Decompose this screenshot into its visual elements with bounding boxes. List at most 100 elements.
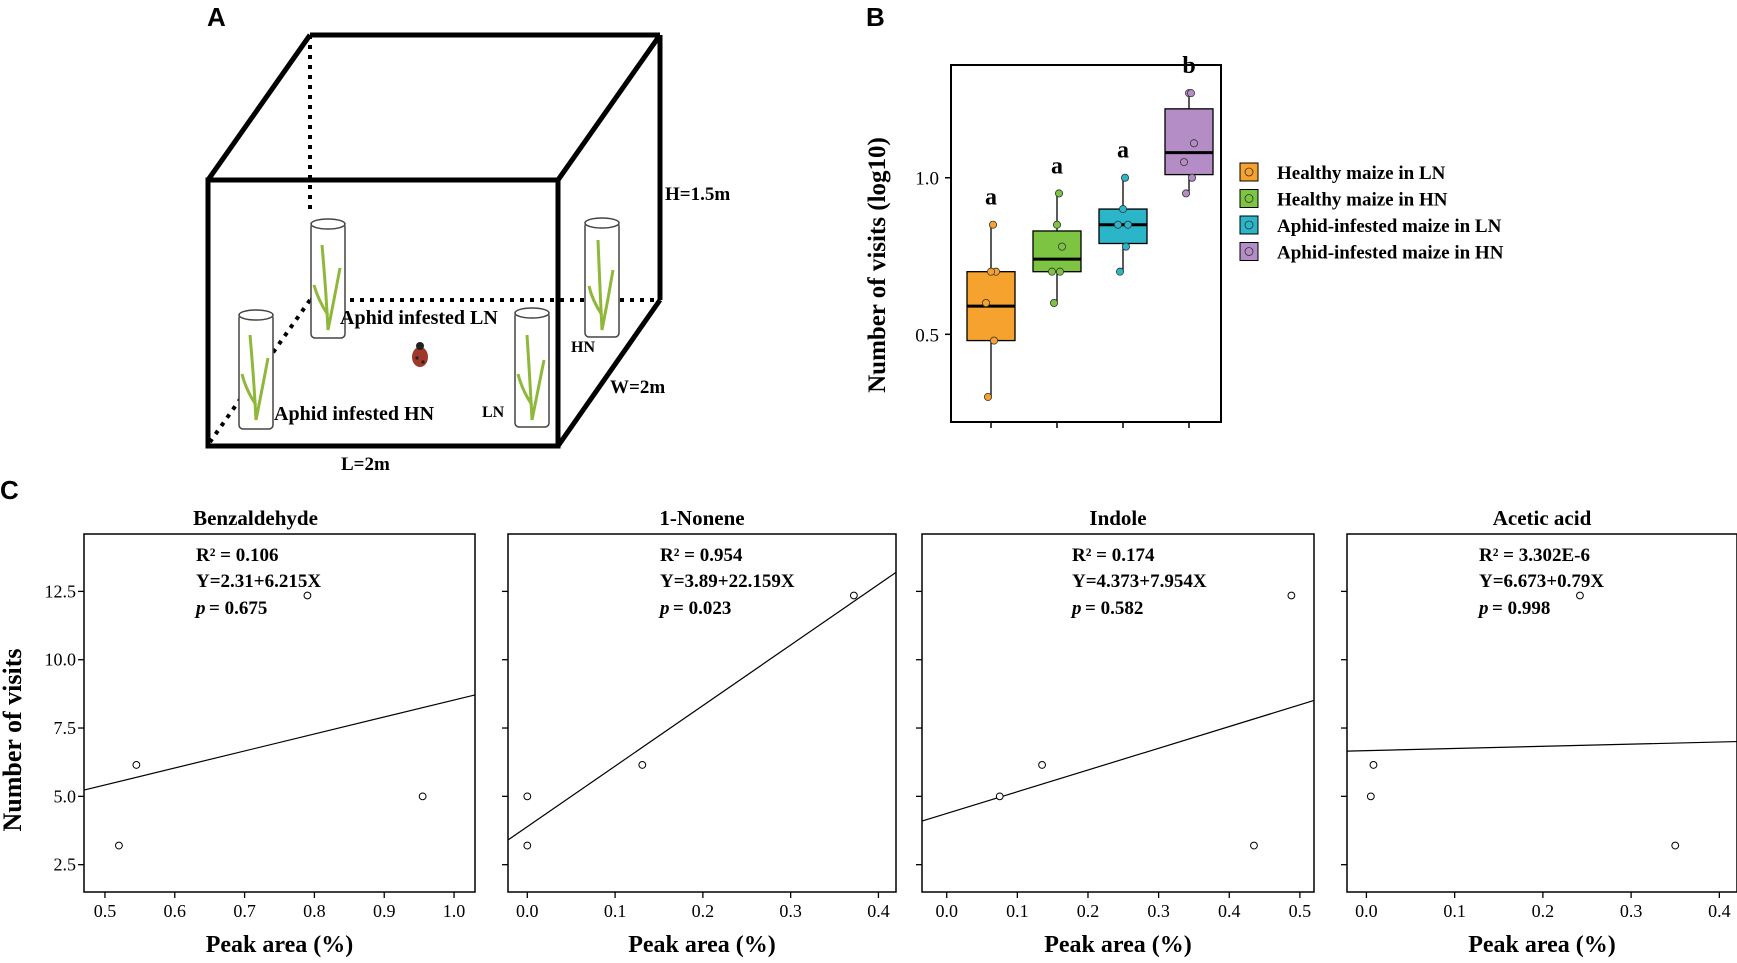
scatter-x-axis-label: Peak area (%) [628, 932, 776, 958]
boxplot-point [1058, 242, 1067, 251]
boxplot-point [1190, 139, 1199, 148]
stat-equation: Y=6.673+0.79X [1479, 571, 1604, 592]
boxplot-point [1122, 242, 1131, 251]
scatter-x-axis-label: Peak area (%) [206, 932, 354, 958]
boxplot-point [1055, 189, 1064, 198]
scatter-point [995, 792, 1004, 801]
cage-diagram: H=1.5m W=2m L=2m Aphid infested LN Aphid… [205, 32, 730, 475]
ln-label: LN [482, 404, 505, 421]
scatter-point [418, 792, 427, 801]
scatter-y-tick-label: 10.0 [45, 650, 77, 670]
boxplot-point [1056, 267, 1065, 276]
cage-edge [555, 298, 663, 448]
scatter-plot-3: Indole 0.0 0.1 0.2 0.3 0.4 0.5 Peak area (%) R² … [916, 506, 1315, 958]
scatter-plot-4: Acetic acid 0.0 0.1 0.2 0.3 0.4 Peak area (%) R… [1341, 506, 1737, 958]
scatter-plot-1: Benzaldehyde 2.5 5.0 7.5 10.0 12.5 0.5 0.6 0.7 0.… [45, 506, 476, 958]
height-label: H=1.5m [665, 184, 730, 205]
scatter-point [849, 591, 858, 600]
stat-r-squared: R² = 3.302E-6 [1479, 545, 1590, 566]
boxplot-point [990, 336, 999, 345]
boxplot-significance-letter: a [1051, 153, 1063, 179]
scatter-plot-2: 1-Nonene 0.0 0.1 0.2 0.3 0.4 Peak area (%) R² =… [502, 506, 897, 958]
legend-label: Aphid-infested maize in HN [1277, 243, 1504, 264]
boxplot-boxes: a a a b [966, 53, 1214, 401]
legend-swatch-point [1244, 167, 1254, 177]
plant-tube-ln [514, 307, 550, 428]
regression-line [507, 571, 897, 841]
boxplot-point [1182, 189, 1191, 198]
regression-line [1346, 740, 1737, 752]
boxplot-point [1050, 298, 1059, 307]
scatter-x-axis-label: Peak area (%) [1468, 932, 1616, 958]
scatter-point [1671, 841, 1680, 850]
boxplot-point [1114, 220, 1123, 229]
boxplot-panel: Number of visits (log10) 0.5 1.0 a a a b Hea… [864, 53, 1504, 428]
legend-swatch-point [1244, 194, 1254, 203]
scatter-x-tick-label: 0.2 [692, 901, 715, 921]
boxplot-point [1119, 205, 1128, 214]
scatter-title: 1-Nonene [659, 506, 744, 530]
plant-tube-aphid-ln [310, 218, 346, 339]
aphid-ln-label: Aphid infested LN [340, 307, 498, 329]
panel-label-b: B [866, 2, 885, 32]
scatter-frame [83, 533, 476, 893]
stat-p-value: = 0.023 [673, 598, 731, 619]
regression-line [921, 699, 1315, 822]
regression-line [83, 694, 476, 791]
boxplot-y-tick-label: 1.0 [915, 169, 939, 190]
scatter-x-tick-label: 0.9 [373, 901, 396, 921]
scatter-point [1250, 841, 1258, 850]
scatter-frame [507, 533, 897, 893]
scatter-x-tick-label: 0.4 [867, 901, 890, 921]
boxplot-point [1116, 267, 1125, 276]
scatter-y-tick-label: 12.5 [45, 581, 77, 601]
scatter-x-tick-label: 0.3 [779, 901, 802, 921]
scatter-point [115, 841, 123, 850]
plant-tube-aphid-hn [238, 309, 274, 430]
scatter-x-tick-label: 0.1 [1006, 901, 1029, 921]
stat-r-squared: R² = 0.106 [196, 545, 279, 566]
scatter-x-tick-label: 0.2 [1077, 901, 1100, 921]
boxplot-point [1124, 220, 1133, 229]
scatter-x-tick-label: 0.5 [94, 901, 117, 921]
boxplot-point [987, 267, 996, 276]
boxplot-significance-letter: a [1117, 138, 1129, 164]
scatter-point [1576, 591, 1584, 600]
scatter-title: Acetic acid [1493, 506, 1592, 530]
boxplot-y-axis-label: Number of visits (log10) [864, 137, 891, 393]
legend-label: Healthy maize in LN [1277, 163, 1446, 184]
scatter-x-tick-label: 0.3 [1620, 901, 1643, 921]
scatter-title: Indole [1089, 506, 1146, 530]
scatter-title: Benzaldehyde [193, 506, 318, 530]
scatter-point [1038, 761, 1046, 769]
cage-edge [205, 33, 313, 182]
cage-front-face [205, 177, 561, 449]
stat-p-value: = 0.998 [1492, 598, 1550, 619]
scatter-x-tick-label: 0.1 [604, 901, 627, 921]
scatter-point [1366, 792, 1375, 801]
scatter-x-tick-label: 0.1 [1443, 901, 1466, 921]
boxplot-point [982, 298, 991, 307]
scatter-frame [1346, 533, 1737, 893]
stat-r-squared: R² = 0.954 [660, 545, 743, 566]
scatter-point [523, 841, 532, 850]
cage-edge [555, 33, 663, 182]
scatter-y-tick-label: 2.5 [54, 855, 77, 875]
boxplot-point [1048, 267, 1057, 276]
scatter-x-tick-label: 0.0 [935, 901, 958, 921]
boxplot-point [1053, 220, 1062, 229]
stat-equation: Y=3.89+22.159X [660, 571, 795, 592]
boxplot-box [1098, 208, 1148, 245]
scatter-y-tick-label: 5.0 [54, 786, 77, 806]
scatter-frame [921, 533, 1315, 893]
scatter-point [132, 761, 141, 769]
stat-p-label: p [194, 598, 206, 619]
width-label: W=2m [610, 377, 665, 398]
regression-panels: Benzaldehyde 2.5 5.0 7.5 10.0 12.5 0.5 0.6 0.7 0.… [45, 506, 1737, 958]
boxplot-significance-letter: b [1182, 53, 1195, 79]
stat-p-value: = 0.675 [209, 598, 267, 619]
hn-label: HN [571, 339, 595, 356]
boxplot-point [1180, 158, 1189, 167]
legend-label: Healthy maize in HN [1277, 190, 1448, 211]
